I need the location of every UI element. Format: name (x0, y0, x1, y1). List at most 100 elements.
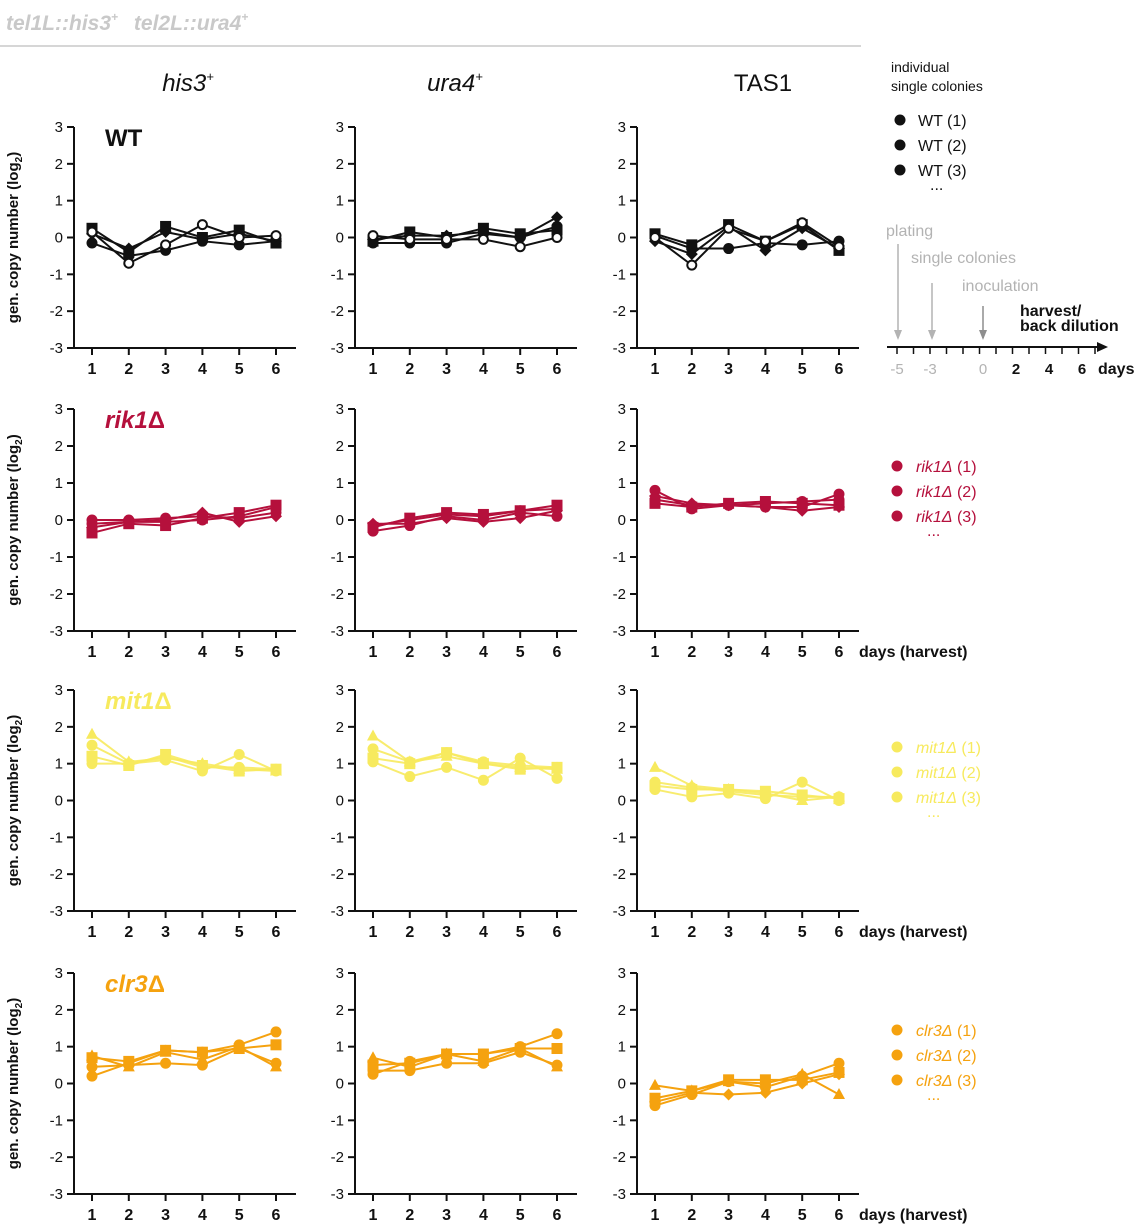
legend-marker (894, 114, 906, 126)
data-point-diamond (685, 248, 698, 261)
data-point-square (551, 224, 563, 236)
x-tick-label: 1 (651, 644, 660, 661)
y-tick-label: 1 (618, 1039, 626, 1056)
data-point-open-circle (160, 239, 172, 251)
x-tick-label: 1 (651, 1207, 660, 1224)
series-line (654, 1073, 840, 1096)
legend-ellipsis: ... (927, 1087, 940, 1104)
y-tick-label: 1 (336, 756, 344, 773)
x-tick-label: 1 (651, 361, 660, 378)
x-tick-label: 2 (405, 644, 414, 661)
legend-entry-strain: rik1Δ (916, 509, 953, 526)
data-point-circle (833, 1057, 845, 1069)
series-line (373, 1051, 558, 1072)
data-point-diamond (649, 1095, 661, 1108)
legend-entry-strain: mit1Δ (916, 765, 957, 782)
y-tick-label: 0 (618, 1076, 626, 1093)
strain-label-delta: Δ (148, 407, 165, 434)
x-tick-label: 5 (235, 361, 244, 378)
data-point-circle (123, 758, 135, 770)
y-tick-label: -1 (331, 549, 344, 566)
timeline-label-plating: plating (886, 223, 933, 240)
y-axis-label: gen. copy number (log2) (5, 715, 25, 886)
data-point-circle (86, 1070, 98, 1082)
x-tick-label: 1 (88, 644, 97, 661)
legend-entry-index: (1) (957, 740, 981, 757)
y-tick-label: -2 (613, 1149, 626, 1166)
y-tick-label: 2 (618, 719, 626, 736)
y-tick-label: 1 (618, 193, 626, 210)
x-tick-label: 6 (553, 644, 562, 661)
x-tick-label: 6 (553, 1207, 562, 1224)
x-tick-label: 1 (369, 361, 378, 378)
legend-entry: clr3Δ (2) (916, 1048, 977, 1065)
data-point-open-circle (649, 232, 661, 243)
legend-title-line2: single colonies (891, 78, 983, 94)
strain-label-rik1: rik1Δ (105, 407, 165, 434)
legend-entry-index: (3) (953, 1073, 977, 1090)
data-point-open-circle (723, 222, 735, 234)
timeline-unit: days (1098, 361, 1135, 378)
legend-entry-index: (3) (953, 509, 977, 526)
y-tick-label: 3 (336, 965, 344, 982)
x-tick-label: 2 (124, 361, 133, 378)
series-line (91, 223, 277, 265)
data-point-square (367, 1059, 379, 1071)
series-line (654, 498, 840, 507)
data-point-circle (833, 494, 845, 506)
data-point-circle (649, 776, 661, 788)
y-tick-label: -3 (50, 623, 63, 640)
data-point-circle (759, 789, 771, 801)
data-point-circle (551, 1059, 563, 1071)
data-point-circle (270, 1057, 282, 1069)
x-tick-label: 1 (369, 644, 378, 661)
panel-rik1-3: -3 -2 -1 0 1 2 3 1 2 3 4 5 6 (613, 401, 859, 661)
strain-label-WT: WT (105, 125, 143, 152)
x-tick-label: 1 (369, 924, 378, 941)
y-tick-label: -2 (50, 303, 63, 320)
column-header-his3: his3+ (162, 69, 214, 97)
legend-entry: mit1Δ (2) (916, 765, 981, 782)
x-tick-label: 2 (687, 1207, 696, 1224)
x-tick-label: 1 (88, 924, 97, 941)
y-tick-label: -3 (613, 623, 626, 640)
data-point-circle (514, 760, 526, 772)
data-point-open-circle (551, 232, 563, 243)
x-tick-label: 3 (724, 644, 733, 661)
y-axis-label-text: gen. copy number (log (5, 725, 22, 886)
data-point-square (686, 239, 698, 251)
x-tick-label: 6 (272, 924, 281, 941)
y-tick-label: -2 (50, 586, 63, 603)
x-tick-label: 2 (124, 1207, 133, 1224)
y-tick-label: -2 (50, 866, 63, 883)
x-tick-label: 2 (124, 644, 133, 661)
y-tick-label: -2 (613, 866, 626, 883)
y-tick-label: -3 (331, 340, 344, 357)
panel-mit1-3: -3 -2 -1 0 1 2 3 1 2 3 4 5 6 (613, 682, 859, 941)
data-point-triangle (440, 1047, 453, 1059)
y-axis-label-close: ) (5, 152, 22, 157)
timeline-arrowhead-plating (894, 330, 902, 340)
column-header-his3-name: his3 (162, 70, 207, 97)
y-tick-label: 3 (55, 965, 63, 982)
x-tick-label: 3 (724, 361, 733, 378)
y-tick-label: 1 (336, 475, 344, 492)
data-point-circle (686, 782, 698, 794)
series-line (372, 757, 558, 782)
data-point-open-circle (404, 233, 416, 245)
data-point-diamond (833, 1068, 845, 1081)
panel-clr3-2: -3 -2 -1 0 1 2 3 1 2 3 4 5 6 (331, 965, 577, 1224)
y-tick-label: 2 (55, 438, 63, 455)
series-line (91, 744, 277, 771)
legend-marker (891, 1074, 903, 1086)
data-point-circle (796, 791, 808, 803)
series-line (372, 1047, 558, 1068)
y-tick-label: 3 (618, 401, 626, 418)
legend-marker (891, 460, 903, 472)
y-tick-label: 0 (55, 512, 63, 529)
y-tick-label: 1 (336, 1039, 344, 1056)
data-point-open-circle (477, 233, 489, 245)
x-tick-label: 4 (479, 644, 488, 661)
data-point-triangle (722, 1075, 735, 1087)
y-tick-label: -2 (613, 586, 626, 603)
